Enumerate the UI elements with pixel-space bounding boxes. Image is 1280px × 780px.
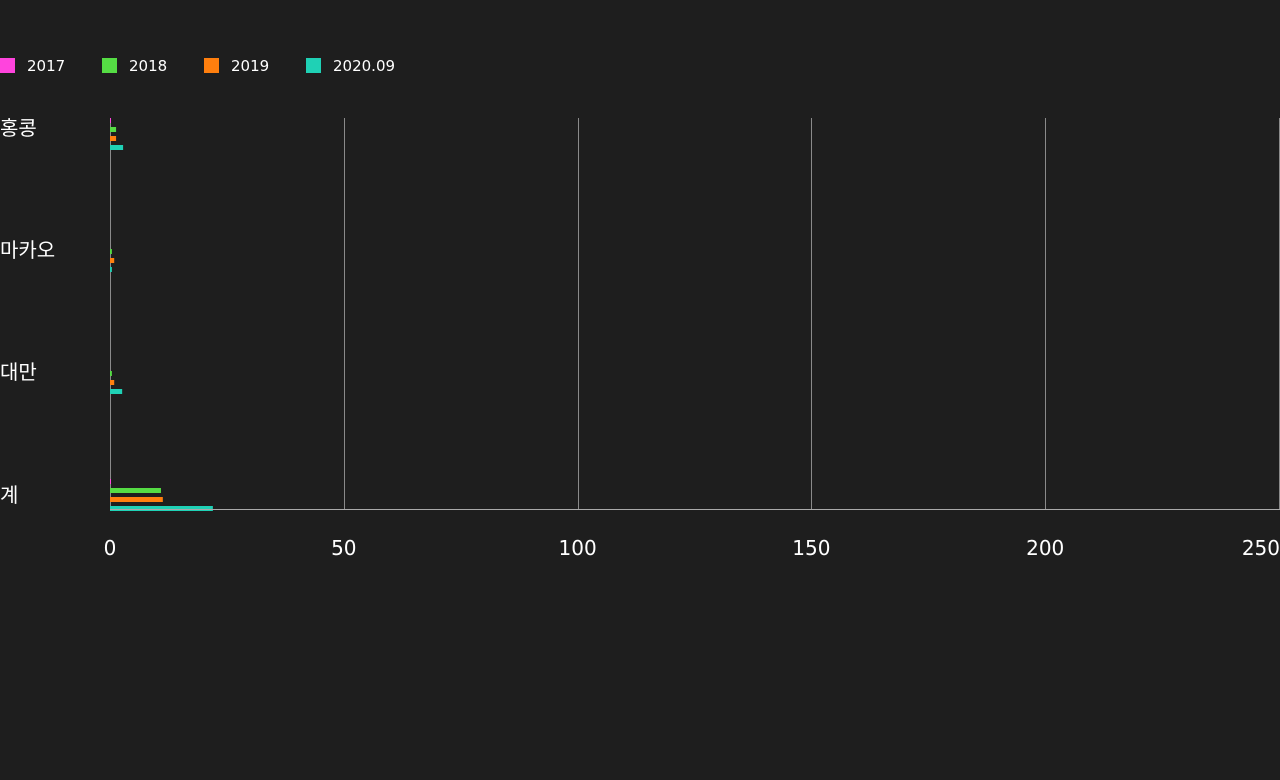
legend-label: 2017 [27,57,65,75]
category-label: 계 [0,483,18,507]
legend-label: 2020.09 [333,57,395,75]
bars [110,118,213,511]
bar [110,497,163,502]
x-tick-labels: 0 50 100 150 200 250 [104,536,1280,560]
category-label: 홍콩 [0,116,37,140]
x-tick-label: 250 [1242,536,1280,560]
legend-swatch [102,58,117,73]
bar [110,479,111,484]
gridlines [110,118,1280,509]
x-tick-label: 150 [792,536,830,560]
legend-swatch [306,58,321,73]
bar [110,389,123,394]
x-tick-label: 50 [331,536,356,560]
bar [110,506,213,511]
legend-swatch [0,58,15,73]
bar [110,267,112,272]
category-label: 대만 [0,360,37,384]
bar [110,145,124,150]
category-label: 마카오 [0,238,55,262]
bar [110,488,161,493]
bar [110,380,115,385]
bar [110,258,115,263]
x-tick-label: 0 [104,536,117,560]
legend-label: 2018 [129,57,167,75]
bar [110,118,111,123]
x-tick-label: 200 [1026,536,1064,560]
bar [110,136,117,141]
legend-swatch [204,58,219,73]
bar [110,371,112,376]
bar [110,127,117,132]
x-tick-label: 100 [559,536,597,560]
bar [110,249,112,254]
legend: 2017 2018 2019 2020.09 [0,57,395,75]
legend-label: 2019 [231,57,269,75]
